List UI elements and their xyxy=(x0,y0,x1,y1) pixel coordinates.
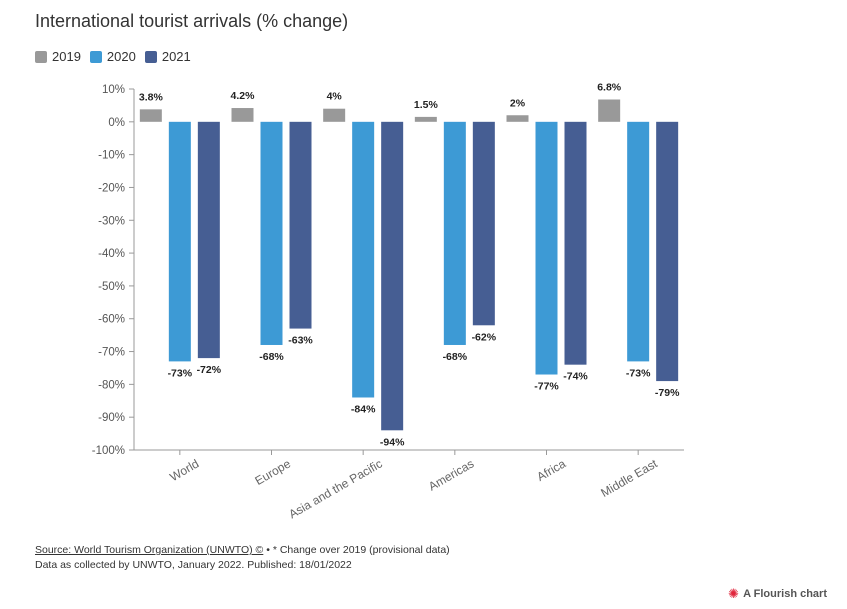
data-note: Data as collected by UNWTO, January 2022… xyxy=(35,559,352,571)
y-tick-label: -60% xyxy=(98,314,125,326)
x-category-label: Asia and the Pacific xyxy=(286,456,384,521)
bar-2020-5 xyxy=(627,121,650,362)
source-line: Source: World Tourism Organization (UNWT… xyxy=(35,543,450,558)
x-category-label: World xyxy=(167,456,201,484)
data-label-2020-2: -84% xyxy=(351,403,376,415)
bar-2019-5 xyxy=(598,99,621,122)
y-tick-label: -90% xyxy=(98,412,125,424)
bar-2021-3 xyxy=(472,121,495,326)
bar-2020-3 xyxy=(443,121,466,345)
legend-swatch-2019 xyxy=(35,50,47,63)
bar-2020-1 xyxy=(260,121,283,345)
data-label-2019-1: 4.2% xyxy=(231,90,256,102)
legend-item-2019[interactable]: 2019 xyxy=(35,49,81,64)
x-category-label: Middle East xyxy=(598,456,660,500)
y-tick-label: -30% xyxy=(98,215,125,227)
data-label-2021-2: -94% xyxy=(380,436,405,448)
bar-2019-1 xyxy=(231,108,254,122)
bar-2020-2 xyxy=(352,121,375,398)
bar-2021-4 xyxy=(564,121,587,365)
chart-title: International tourist arrivals (% change… xyxy=(35,11,349,31)
x-category-label: Europe xyxy=(252,456,293,488)
flourish-credit[interactable]: ✺ A Flourish chart xyxy=(728,586,827,602)
legend-swatch-2020 xyxy=(89,50,102,63)
bar-2019-0 xyxy=(139,109,162,122)
data-label-2020-0: -73% xyxy=(168,367,193,379)
source-note: • * Change over 2019 (provisional data) xyxy=(263,544,450,556)
y-tick-label: 0% xyxy=(108,117,125,129)
chart-footer: Source: World Tourism Organization (UNWT… xyxy=(35,543,450,573)
bar-2020-0 xyxy=(168,121,191,362)
data-label-2019-0: 3.8% xyxy=(139,91,164,103)
data-label-2019-4: 2% xyxy=(510,97,526,109)
data-label-2020-5: -73% xyxy=(626,367,651,379)
bar-2019-2 xyxy=(323,108,346,122)
legend-item-2021[interactable]: 2021 xyxy=(144,49,191,64)
data-label-2021-0: -72% xyxy=(197,364,222,376)
y-tick-label: -50% xyxy=(98,281,125,293)
flourish-logo-icon: ✺ xyxy=(728,586,740,601)
data-label-2021-3: -62% xyxy=(472,331,497,343)
y-tick-label: -20% xyxy=(98,182,125,194)
y-tick-label: -10% xyxy=(98,150,125,162)
legend-item-2020[interactable]: 2020 xyxy=(89,49,136,64)
data-label-2019-2: 4% xyxy=(327,91,343,103)
data-label-2019-5: 6.8% xyxy=(597,82,622,94)
chart-legend: 2019 2020 2021 xyxy=(35,49,200,64)
flourish-credit-label: A Flourish chart xyxy=(743,588,827,600)
data-label-2020-4: -77% xyxy=(534,381,559,393)
y-tick-label: -80% xyxy=(98,379,125,391)
x-category-label: Americas xyxy=(426,456,476,493)
legend-label-2021: 2021 xyxy=(161,49,191,64)
legend-label-2020: 2020 xyxy=(106,49,136,64)
data-label-2021-4: -74% xyxy=(563,371,588,383)
y-tick-label: 10% xyxy=(102,84,125,96)
bar-2021-1 xyxy=(289,121,312,329)
y-tick-label: -40% xyxy=(98,248,125,260)
bar-2019-3 xyxy=(414,116,437,122)
legend-label-2019: 2019 xyxy=(52,49,81,64)
bar-2020-4 xyxy=(535,121,558,375)
bar-2021-5 xyxy=(656,121,679,382)
data-label-2019-3: 1.5% xyxy=(414,99,439,111)
bar-2021-0 xyxy=(197,121,220,359)
data-label-2020-3: -68% xyxy=(443,351,468,363)
source-link[interactable]: Source: World Tourism Organization (UNWT… xyxy=(35,544,264,556)
bar-2019-4 xyxy=(506,115,529,122)
bar-2021-2 xyxy=(381,121,404,431)
legend-swatch-2021 xyxy=(144,50,157,63)
data-label-2021-1: -63% xyxy=(288,335,313,347)
y-tick-label: -100% xyxy=(92,445,125,457)
y-tick-label: -70% xyxy=(98,347,125,359)
data-label-2020-1: -68% xyxy=(259,351,284,363)
x-category-label: Africa xyxy=(534,456,568,484)
bar-chart: 10% 0% -10% -20% -30% -40% -50% -60% -70% -80% -90… xyxy=(92,82,684,521)
data-label-2021-5: -79% xyxy=(655,387,680,399)
